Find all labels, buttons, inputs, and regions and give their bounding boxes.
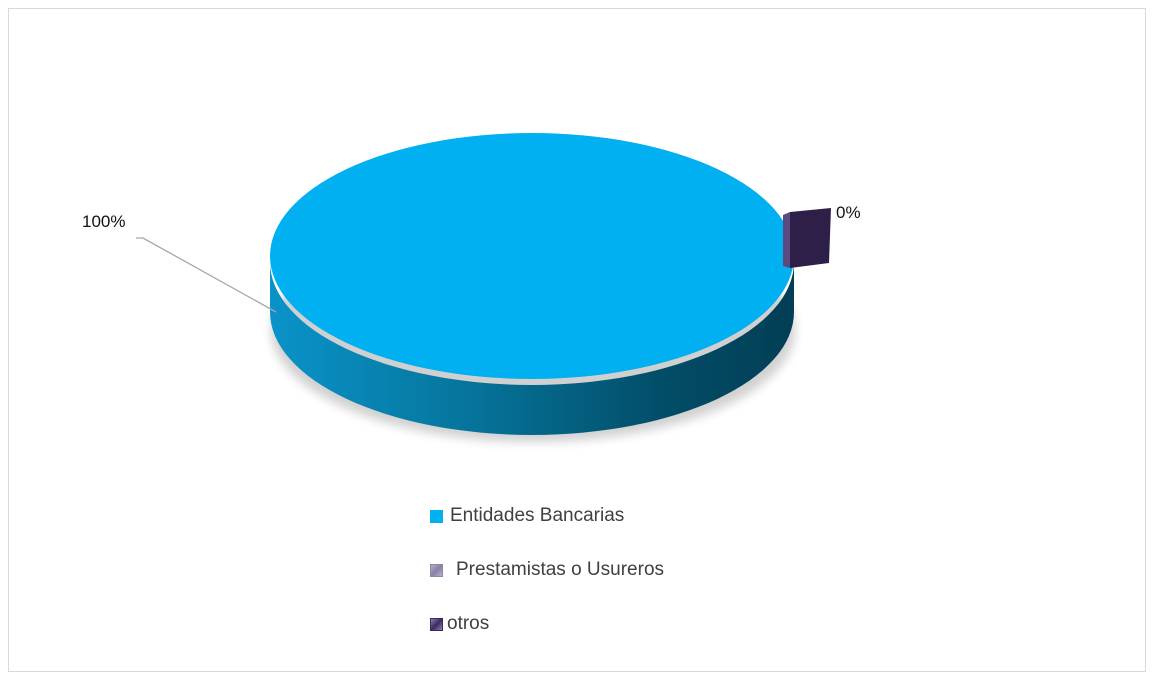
data-label-otros: 0% — [836, 203, 861, 222]
legend: Entidades Bancarias Prestamistas o Usure… — [430, 502, 664, 664]
legend-swatch-prestamistas — [430, 563, 443, 577]
legend-label-prestamistas: Prestamistas o Usureros — [456, 559, 665, 580]
legend-swatch-otros — [430, 617, 443, 631]
pie-slice-side-entidades-bancarias — [270, 262, 794, 435]
pie-slice-entidades-bancarias[interactable] — [270, 133, 794, 379]
legend-label-entidades-bancarias: Entidades Bancarias — [450, 505, 625, 526]
pie-slice-otros-edge — [783, 212, 790, 268]
legend-item-entidades-bancarias[interactable]: Entidades Bancarias — [430, 502, 664, 530]
legend-item-prestamistas[interactable]: Prestamistas o Usureros — [430, 556, 664, 584]
pie-slice-otros[interactable] — [790, 208, 831, 268]
legend-label-otros: otros — [447, 613, 490, 634]
legend-item-otros[interactable]: otros — [430, 610, 664, 638]
legend-swatch-entidades-bancarias — [430, 509, 443, 523]
data-label-entidades-bancarias: 100% — [82, 212, 126, 231]
leader-line-100 — [136, 237, 277, 313]
